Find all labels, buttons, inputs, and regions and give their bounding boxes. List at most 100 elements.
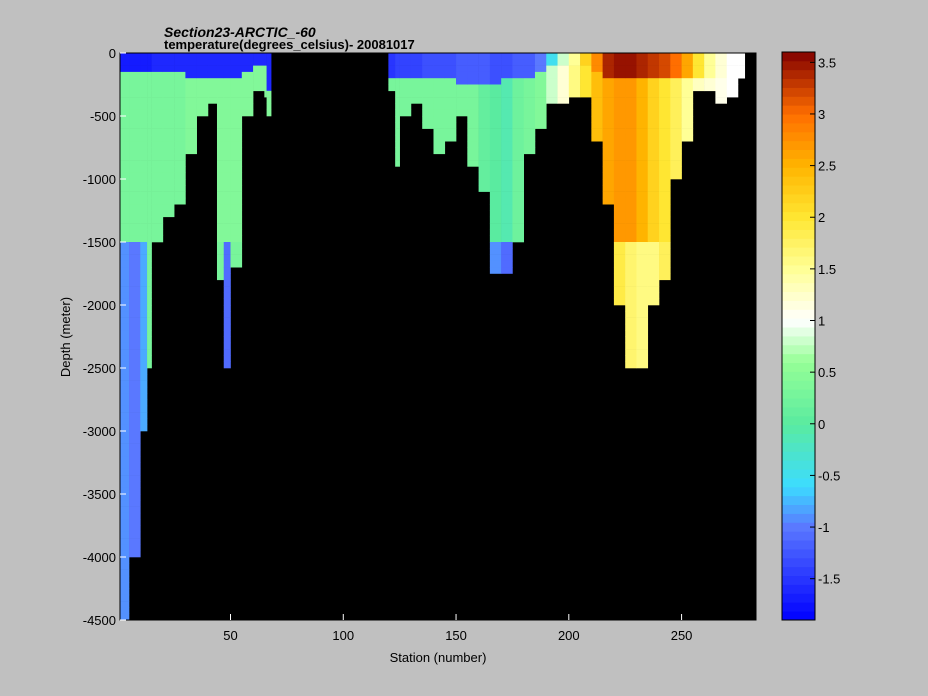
temperature-cell: [140, 330, 148, 337]
colorbar-band: [782, 478, 815, 488]
temperature-cell: [489, 134, 502, 142]
temperature-cell: [151, 204, 164, 211]
temperature-cell: [196, 103, 209, 110]
temperature-cell: [230, 147, 243, 155]
temperature-cell: [422, 116, 434, 123]
temperature-cell: [253, 71, 265, 79]
temperature-cell: [120, 468, 130, 476]
temperature-cell: [388, 59, 396, 66]
temperature-cell: [140, 298, 148, 306]
temperature-cell: [223, 279, 231, 287]
temperature-cell: [140, 342, 148, 350]
temperature-cell: [602, 109, 615, 117]
temperature-cell: [512, 134, 525, 142]
temperature-cell: [625, 342, 637, 350]
temperature-cell: [512, 216, 525, 224]
temperature-cell: [625, 292, 637, 299]
temperature-cell: [489, 223, 502, 230]
temperature-cell: [147, 147, 152, 155]
temperature-cell: [433, 53, 446, 60]
temperature-cell: [489, 153, 502, 161]
temperature-cell: [223, 53, 231, 60]
temperature-cell: [147, 109, 152, 117]
temperature-cell: [129, 90, 141, 98]
temperature-cell: [625, 204, 637, 211]
temperature-cell: [147, 248, 152, 255]
temperature-cell: [467, 59, 479, 66]
temperature-cell: [636, 65, 649, 73]
temperature-cell: [147, 355, 152, 362]
temperature-cell: [681, 78, 694, 85]
temperature-cell: [140, 122, 148, 129]
temperature-cell: [230, 242, 243, 249]
temperature-cell: [223, 235, 231, 243]
temperature-cell: [625, 254, 637, 262]
temperature-cell: [185, 59, 197, 66]
temperature-cell: [264, 53, 267, 60]
temperature-cell: [147, 349, 152, 356]
temperature-cell: [478, 147, 491, 155]
temperature-cell: [147, 185, 152, 192]
temperature-cell: [140, 317, 148, 325]
temperature-cell: [670, 172, 682, 180]
colorbar-tick-label: 1: [818, 314, 825, 329]
temperature-cell: [129, 336, 141, 344]
temperature-cell: [140, 59, 148, 66]
temperature-cell: [140, 248, 148, 255]
temperature-cell: [151, 172, 164, 180]
temperature-cell: [704, 65, 716, 73]
temperature-cell: [410, 78, 423, 85]
temperature-cell: [467, 116, 479, 123]
temperature-cell: [489, 90, 502, 98]
temperature-cell: [120, 273, 130, 281]
temperature-cell: [129, 223, 141, 230]
temperature-cell: [501, 65, 513, 73]
temperature-cell: [253, 53, 265, 60]
temperature-cell: [140, 191, 148, 199]
temperature-cell: [625, 361, 637, 369]
temperature-cell: [120, 386, 130, 394]
colorbar-band: [782, 486, 815, 497]
temperature-cell: [625, 122, 637, 129]
temperature-cell: [120, 569, 130, 577]
temperature-cell: [223, 349, 231, 356]
temperature-cell: [223, 311, 231, 318]
colorbar-band: [782, 602, 815, 612]
temperature-cell: [636, 128, 649, 136]
temperature-cell: [223, 97, 231, 104]
temperature-cell: [147, 153, 152, 161]
temperature-cell: [659, 166, 671, 173]
temperature-cell: [216, 267, 225, 274]
temperature-cell: [444, 78, 457, 85]
colorbar-ticks: -1.5 -1 -0.5 0 0.5 1 1.5 2 2.5 3 3.5: [810, 55, 840, 587]
temperature-cell: [501, 185, 513, 192]
temperature-cell: [681, 122, 694, 129]
temperature-cell: [129, 305, 141, 312]
temperature-cell: [670, 84, 682, 92]
temperature-cell: [174, 103, 186, 110]
temperature-cell: [147, 204, 152, 211]
temperature-cell: [395, 122, 400, 129]
temperature-cell: [120, 399, 130, 407]
temperature-cell: [456, 59, 468, 66]
temperature-cell: [659, 223, 671, 230]
colorbar-band: [782, 211, 815, 222]
temperature-cell: [523, 97, 536, 104]
x-tick-label: 100: [332, 628, 354, 643]
temperature-cell: [129, 342, 141, 350]
temperature-cell: [129, 424, 141, 432]
temperature-cell: [636, 116, 649, 123]
temperature-cell: [659, 97, 671, 104]
temperature-cell: [216, 273, 225, 281]
temperature-cell: [670, 65, 682, 73]
temperature-cell: [636, 223, 649, 230]
temperature-cell: [140, 128, 148, 136]
temperature-cell: [546, 84, 558, 92]
temperature-cell: [636, 191, 649, 199]
temperature-cell: [162, 71, 175, 79]
temperature-cell: [478, 97, 491, 104]
colorbar-band: [782, 327, 815, 337]
temperature-cell: [399, 78, 412, 85]
temperature-cell: [489, 97, 502, 104]
temperature-cell: [207, 90, 218, 98]
